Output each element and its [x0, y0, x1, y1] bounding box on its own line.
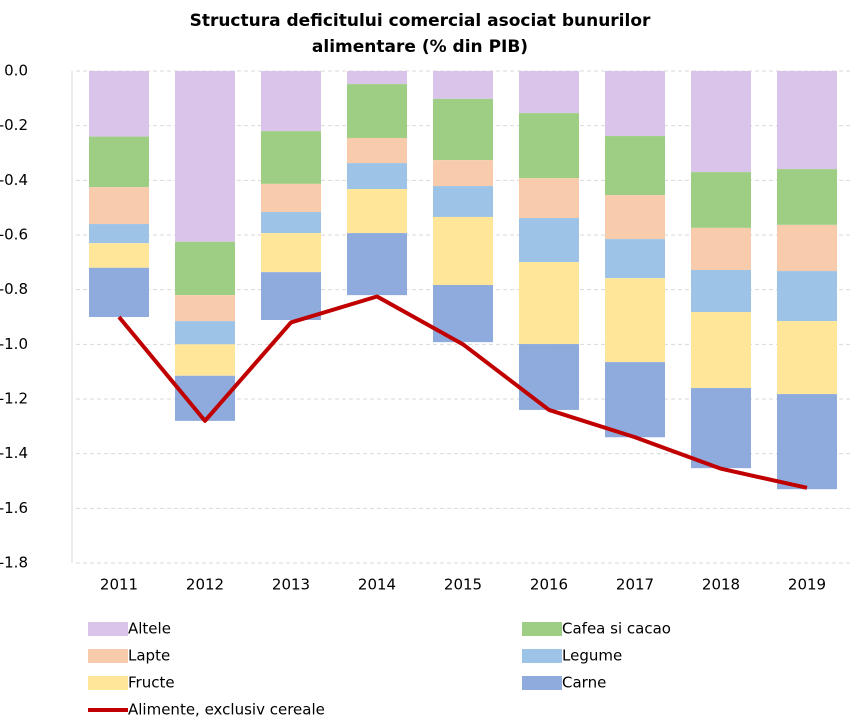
bar-segment: [691, 269, 751, 313]
bar-segment: [433, 71, 493, 99]
bar-segment: [519, 218, 579, 263]
bar-segment: [89, 267, 149, 317]
bar-segment: [433, 186, 493, 217]
bar-segment: [261, 272, 321, 321]
bar-segment: [777, 321, 837, 395]
bar-segment: [691, 227, 751, 270]
bar-segment: [605, 278, 665, 363]
bar-segment: [347, 71, 407, 85]
bar-segment: [261, 71, 321, 132]
bar-segment: [175, 71, 235, 242]
y-tick-label: -1.0: [0, 335, 28, 353]
legend-label: Carne: [562, 674, 606, 692]
bar-segment: [347, 84, 407, 138]
x-tick-label: 2017: [616, 576, 654, 594]
bar-segment: [175, 295, 235, 322]
y-tick-label: -1.8: [0, 554, 28, 572]
bar-segment: [347, 137, 407, 164]
x-tick-label: 2011: [100, 576, 138, 594]
bar-segment: [347, 163, 407, 190]
bar-segment: [261, 131, 321, 184]
bar-segment: [605, 239, 665, 279]
bar-segment: [691, 172, 751, 228]
bar-segment: [433, 160, 493, 187]
bar-segment: [89, 243, 149, 268]
bar-segment: [691, 312, 751, 389]
y-tick-label: -0.8: [0, 280, 28, 298]
x-tick-label: 2012: [186, 576, 224, 594]
bar-segment: [777, 169, 837, 225]
x-tick-label: 2014: [358, 576, 396, 594]
bar-segment: [175, 241, 235, 296]
bar-segment: [175, 321, 235, 345]
bar-segment: [347, 189, 407, 234]
bar-segment: [89, 136, 149, 188]
legend-swatch: [522, 622, 562, 636]
bar-segment: [519, 71, 579, 114]
bar-segment: [605, 71, 665, 137]
bar-segment: [519, 113, 579, 179]
bar-segment: [89, 187, 149, 225]
bar-segment: [261, 233, 321, 273]
x-tick-label: 2018: [702, 576, 740, 594]
y-tick-label: -0.2: [0, 116, 28, 134]
bar-segment: [89, 71, 149, 137]
legend-swatch: [88, 676, 128, 690]
legend-swatch: [88, 622, 128, 636]
legend-label: Cafea si cacao: [562, 620, 671, 638]
bar-segment: [777, 394, 837, 490]
bar-segment: [691, 71, 751, 173]
bar-segment: [605, 362, 665, 438]
bar-segment: [261, 212, 321, 234]
y-tick-label: -0.4: [0, 171, 28, 189]
bar-segment: [605, 195, 665, 240]
bar-segment: [519, 344, 579, 410]
legend-label: Fructe: [128, 674, 175, 692]
bar-segment: [777, 71, 837, 170]
legend-label: Alimente, exclusiv cereale: [128, 701, 325, 719]
legend-swatch: [522, 676, 562, 690]
bar-segment: [605, 136, 665, 196]
bar-segment: [433, 216, 493, 286]
bar-segment: [175, 344, 235, 376]
y-tick-label: 0.0: [4, 62, 28, 80]
line-series: [117, 294, 808, 490]
bar-segment: [777, 271, 837, 322]
legend-swatch: [88, 649, 128, 663]
x-tick-label: 2013: [272, 576, 310, 594]
legend-label: Lapte: [128, 647, 170, 665]
bar-segment: [519, 262, 579, 345]
bar-segment: [519, 178, 579, 219]
legend-swatch: [522, 649, 562, 663]
bar-segment: [261, 183, 321, 213]
bar-segment: [691, 388, 751, 469]
x-tick-label: 2015: [444, 576, 482, 594]
chart-title: Structura deficitului comercial asociat …: [190, 11, 651, 31]
bar-segment: [433, 98, 493, 161]
bar-segment: [347, 233, 407, 296]
legend-label: Altele: [128, 620, 171, 638]
bar-segment: [89, 224, 149, 244]
legend-label: Legume: [562, 647, 622, 665]
bar-segment: [777, 224, 837, 272]
x-tick-label: 2016: [530, 576, 568, 594]
x-tick-label: 2019: [788, 576, 826, 594]
y-tick-label: -1.4: [0, 444, 28, 462]
y-tick-label: -0.6: [0, 226, 28, 244]
y-tick-label: -1.2: [0, 390, 28, 408]
y-tick-label: -1.6: [0, 499, 28, 517]
chart-title: alimentare (% din PIB): [312, 37, 528, 57]
